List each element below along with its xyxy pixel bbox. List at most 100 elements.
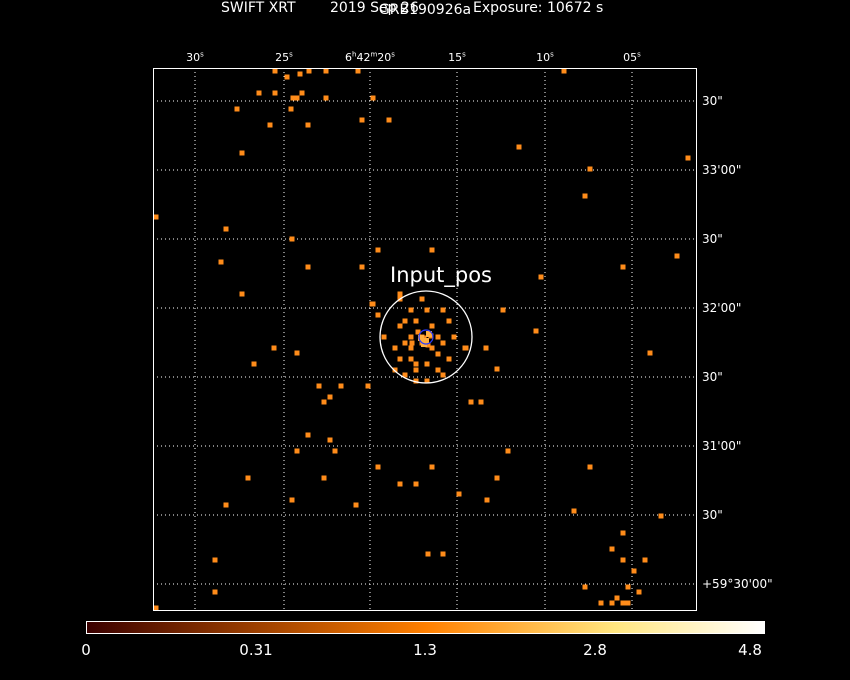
photon-event xyxy=(500,307,506,313)
ra-tick-label: 05s xyxy=(623,50,641,64)
photon-event xyxy=(674,253,680,259)
dec-tick-label: 30" xyxy=(702,508,723,522)
photon-event xyxy=(415,329,421,335)
dec-tick-label: 30" xyxy=(702,94,723,108)
dec-tick-label: 31'00" xyxy=(702,439,742,453)
photon-event xyxy=(239,150,245,156)
photon-event xyxy=(327,437,333,443)
photon-event xyxy=(425,342,431,348)
photon-event xyxy=(321,475,327,481)
photon-event xyxy=(408,356,414,362)
photon-event xyxy=(620,600,626,606)
photon-events xyxy=(153,68,691,611)
ra-tick-label: 6h42m20s xyxy=(345,50,395,64)
photon-event xyxy=(327,394,333,400)
dec-tick-label: 32'00" xyxy=(702,301,742,315)
photon-event xyxy=(418,335,424,341)
source-region-circle[interactable] xyxy=(379,290,473,384)
photon-event xyxy=(647,350,653,356)
photon-event xyxy=(451,334,457,340)
photon-event xyxy=(620,530,626,536)
photon-event xyxy=(297,71,303,77)
photon-event xyxy=(272,68,278,74)
photon-event xyxy=(305,264,311,270)
photon-event xyxy=(468,399,474,405)
photon-event xyxy=(397,323,403,329)
photon-event xyxy=(424,378,430,384)
photon-event xyxy=(338,383,344,389)
photon-event xyxy=(397,291,403,297)
photon-event xyxy=(294,448,300,454)
photon-event xyxy=(435,367,441,373)
photon-event xyxy=(636,589,642,595)
photon-event xyxy=(571,508,577,514)
photon-event xyxy=(153,605,159,611)
photon-event xyxy=(212,557,218,563)
photon-event xyxy=(332,448,338,454)
photon-event xyxy=(218,259,224,265)
photon-event xyxy=(425,551,431,557)
photon-event xyxy=(620,557,626,563)
photon-event xyxy=(587,464,593,470)
photon-event xyxy=(408,334,414,340)
photon-event xyxy=(306,68,312,74)
photon-event xyxy=(245,475,251,481)
photon-event xyxy=(483,345,489,351)
photon-event xyxy=(440,372,446,378)
photon-event xyxy=(409,340,415,346)
photon-event xyxy=(429,247,435,253)
exposure-label: Exposure: 10672 s xyxy=(473,0,604,16)
photon-event xyxy=(413,318,419,324)
photon-event xyxy=(212,589,218,595)
photon-event xyxy=(234,106,240,112)
photon-event xyxy=(223,502,229,508)
photon-event xyxy=(359,264,365,270)
photon-event xyxy=(494,475,500,481)
photon-event xyxy=(305,432,311,438)
photon-event xyxy=(359,117,365,123)
photon-event xyxy=(642,557,648,563)
photon-event xyxy=(426,331,432,337)
photon-event xyxy=(494,366,500,372)
photon-event xyxy=(609,546,615,552)
photon-event xyxy=(239,291,245,297)
colorbar-label: 2.8 xyxy=(583,641,607,659)
photon-event xyxy=(386,117,392,123)
photon-event xyxy=(424,361,430,367)
ra-tick-label: 25s xyxy=(275,50,293,64)
photon-event xyxy=(256,90,262,96)
photon-event xyxy=(381,334,387,340)
image-title: GRB190926a xyxy=(378,2,472,18)
photon-event xyxy=(375,247,381,253)
photon-event xyxy=(392,345,398,351)
dec-tick-label: 30" xyxy=(702,232,723,246)
photon-event xyxy=(446,356,452,362)
photon-event xyxy=(446,318,452,324)
photon-event xyxy=(355,68,361,74)
photon-event xyxy=(402,372,408,378)
photon-event xyxy=(267,122,273,128)
colorbar-label: 0 xyxy=(81,641,91,659)
ra-tick-label: 10s xyxy=(536,50,554,64)
photon-event xyxy=(294,350,300,356)
photon-event xyxy=(625,600,631,606)
photon-event xyxy=(272,90,278,96)
date-label: 2019 Sep 26 xyxy=(330,0,419,16)
photon-event xyxy=(289,497,295,503)
photon-event xyxy=(587,166,593,172)
photon-event xyxy=(323,95,329,101)
instrument-label: SWIFT XRT xyxy=(221,0,296,16)
photon-event xyxy=(429,345,435,351)
sky-image[interactable]: Input_pos xyxy=(153,68,697,611)
photon-event xyxy=(408,307,414,313)
photon-event xyxy=(323,68,329,74)
photon-event xyxy=(478,399,484,405)
photon-event xyxy=(413,378,419,384)
photon-event xyxy=(397,481,403,487)
source-label: Input_pos xyxy=(390,263,492,288)
photon-event xyxy=(429,464,435,470)
photon-event xyxy=(620,264,626,270)
photon-event xyxy=(685,155,691,161)
photon-event xyxy=(658,513,664,519)
